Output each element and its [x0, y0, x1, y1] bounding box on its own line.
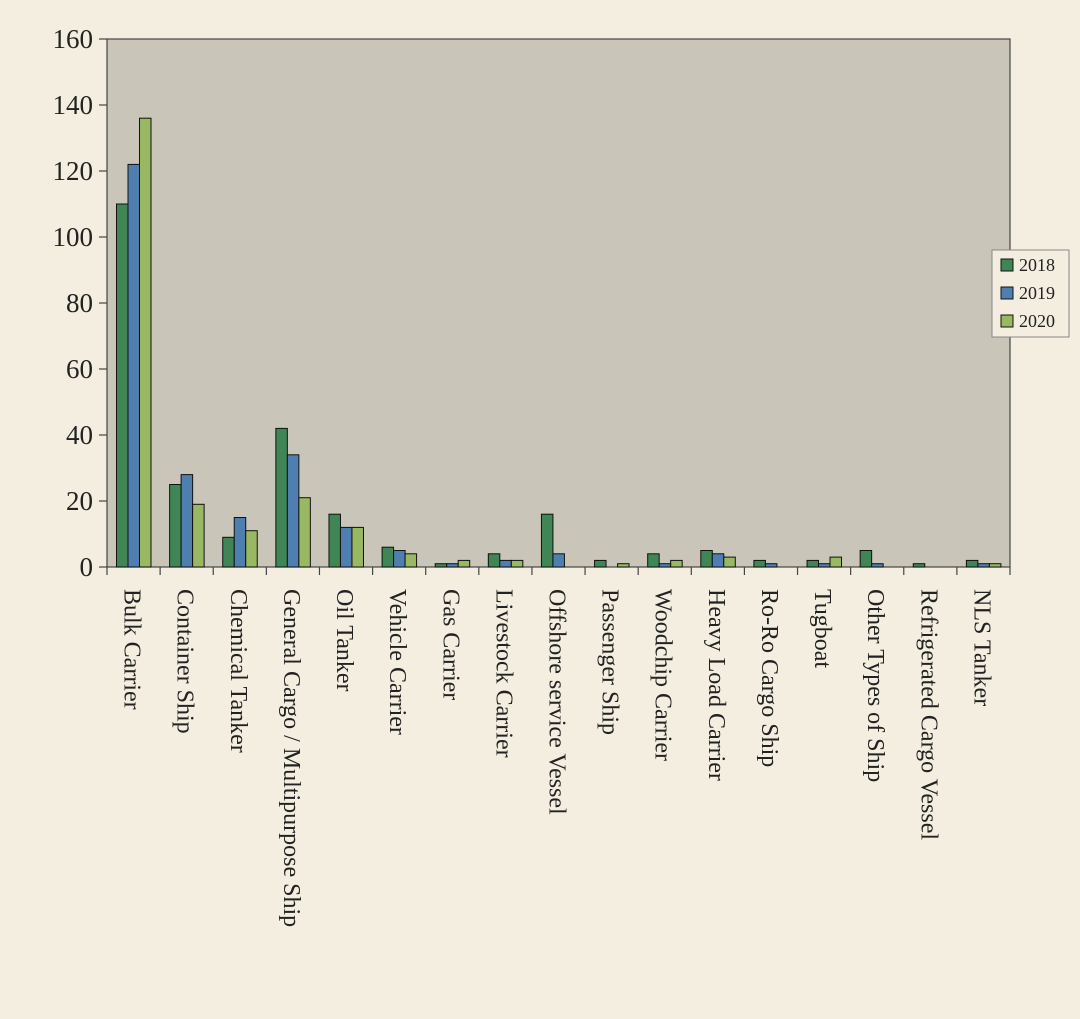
- x-tick-label: General Cargo / Multipurpose Ship: [278, 589, 304, 927]
- x-tick-label: Bulk Carrier: [119, 589, 145, 710]
- y-tick-label: 140: [53, 90, 94, 120]
- bars: [116, 117, 1002, 568]
- bar-2018-other-types-of-ship: [859, 550, 873, 568]
- bar-2019-vehicle-carrier: [393, 550, 406, 568]
- bar-2018-oil-tanker: [328, 513, 341, 568]
- bar-2020-container-ship: [192, 503, 205, 568]
- x-tick-label: Ro-Ro Cargo Ship: [756, 589, 782, 767]
- bar-2019-offshore-service-vessel: [552, 553, 565, 568]
- x-axis: Bulk Carrier Container Ship Chemical Tanke…: [106, 567, 1011, 927]
- bar-2020-livestock-carrier: [510, 559, 524, 568]
- y-tick-label: 160: [53, 24, 94, 54]
- bar-2019-livestock-carrier: [499, 559, 512, 568]
- bar-2020-passenger-ship: [617, 563, 630, 568]
- bar-2019-bulk-carrier: [127, 163, 140, 568]
- bar-2019-ro-ro-cargo-ship: [764, 563, 778, 568]
- legend-swatch-2020: [1000, 314, 1014, 328]
- y-tick-label: 60: [66, 354, 93, 384]
- x-tick-label: Container Ship: [172, 589, 198, 734]
- y-tick-label: 80: [66, 288, 93, 318]
- bar-2019-gas-carrier: [446, 563, 459, 568]
- bar-2019-other-types-of-ship: [871, 563, 884, 568]
- x-tick-label: Refrigerated Cargo Vessel: [915, 589, 941, 840]
- bar-2020-gas-carrier: [457, 559, 471, 568]
- bar-2018-gas-carrier: [434, 563, 448, 568]
- bar-2018-passenger-ship: [594, 559, 607, 568]
- bar-2018-ro-ro-cargo-ship: [753, 559, 766, 568]
- bar-2020-bulk-carrier: [139, 117, 152, 568]
- x-tick-label: Other Types of Ship: [862, 589, 888, 782]
- x-tick-label: Vehicle Carrier: [384, 589, 410, 735]
- x-tick-label: Tugboat: [809, 589, 835, 668]
- bar-2019-nls-tanker: [977, 563, 990, 568]
- bar-2019-oil-tanker: [339, 526, 353, 568]
- bar-2020-heavy-load-carrier: [723, 556, 736, 568]
- x-tick-label: Chemical Tanker: [225, 589, 251, 753]
- bar-2018-container-ship: [169, 484, 182, 568]
- bar-2020-tugboat: [829, 556, 843, 568]
- bar-2019-woodchip-carrier: [658, 563, 672, 568]
- y-tick-label: 40: [66, 420, 93, 450]
- bar-2018-nls-tanker: [965, 559, 979, 568]
- bar-2018-offshore-service-vessel: [540, 513, 554, 568]
- bar-2018-tugboat: [806, 559, 820, 568]
- legend-label-2018: 2018: [1019, 255, 1055, 275]
- bar-2019-chemical-tanker: [233, 517, 247, 568]
- legend: 2018 2019 2020: [991, 249, 1070, 338]
- bar-2020-nls-tanker: [988, 563, 1002, 568]
- y-tick-label: 120: [53, 156, 94, 186]
- bar-2018-woodchip-carrier: [647, 553, 660, 568]
- y-axis: 0 20 40 60 80 100 120 140 160: [53, 24, 107, 582]
- x-tick-label: Gas Carrier: [437, 589, 463, 700]
- y-tick-label: 20: [66, 486, 93, 516]
- x-tick-label: NLS Tanker: [968, 589, 994, 706]
- bar-2018-vehicle-carrier: [381, 546, 395, 568]
- bar-2019-general-cargo-multipurpose-ship: [286, 454, 300, 568]
- legend-swatch-2019: [1000, 286, 1014, 300]
- legend-label-2020: 2020: [1019, 311, 1055, 331]
- bar-2018-heavy-load-carrier: [700, 550, 713, 568]
- bar-2020-woodchip-carrier: [670, 559, 683, 568]
- x-tick-label: Oil Tanker: [331, 589, 357, 692]
- bar-2020-chemical-tanker: [245, 530, 258, 568]
- legend-label-2019: 2019: [1019, 283, 1055, 303]
- x-tick-label: Heavy Load Carrier: [703, 589, 729, 781]
- bar-2020-vehicle-carrier: [404, 553, 418, 568]
- bar-2018-refrigerated-cargo-vessel: [912, 563, 926, 568]
- bar-2020-general-cargo-multipurpose-ship: [298, 497, 311, 568]
- x-tick-label: Livestock Carrier: [490, 589, 516, 758]
- bar-2019-tugboat: [818, 563, 831, 568]
- x-tick-label: Woodchip Carrier: [650, 589, 676, 761]
- bar-2018-general-cargo-multipurpose-ship: [275, 427, 288, 568]
- x-tick-label: Passenger Ship: [597, 589, 623, 735]
- bar-2019-heavy-load-carrier: [711, 553, 725, 568]
- bar-2020-oil-tanker: [351, 526, 364, 568]
- bar-2019-container-ship: [180, 474, 194, 568]
- bar-2018-livestock-carrier: [487, 553, 501, 568]
- y-tick-label: 0: [80, 552, 94, 582]
- legend-swatch-2018: [1000, 258, 1014, 272]
- y-tick-label: 100: [53, 222, 94, 252]
- x-tick-label: Offshore service Vessel: [544, 589, 570, 815]
- plot-area: [106, 38, 1011, 568]
- bar-2018-bulk-carrier: [116, 203, 129, 568]
- bar-2018-chemical-tanker: [222, 536, 235, 568]
